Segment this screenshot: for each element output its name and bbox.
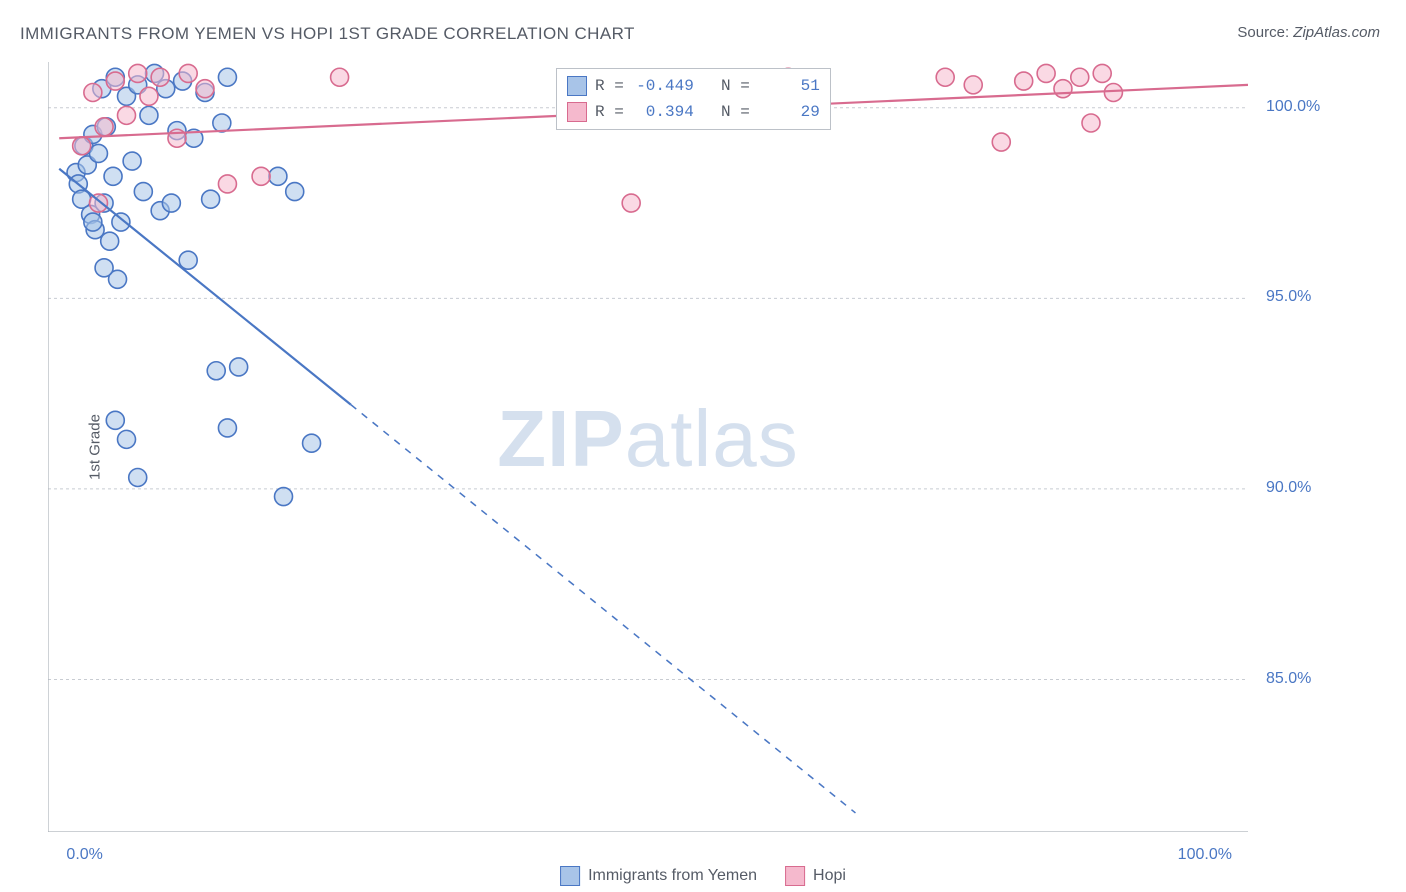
swatch-yemen [567, 76, 587, 96]
legend-item-yemen: Immigrants from Yemen [560, 866, 757, 886]
x-tick-label: 0.0% [66, 846, 102, 864]
legend-label-hopi: Hopi [813, 867, 846, 885]
legend-item-hopi: Hopi [785, 866, 846, 886]
swatch-yemen [560, 866, 580, 886]
stats-legend: R = -0.449 N = 51 R = 0.394 N = 29 [556, 68, 831, 130]
source-attribution: Source: ZipAtlas.com [1237, 24, 1380, 41]
n-value-hopi: 29 [758, 103, 820, 121]
source-value: ZipAtlas.com [1293, 24, 1380, 41]
n-label: N = [702, 103, 750, 121]
y-tick-label: 90.0% [1266, 479, 1311, 497]
plot-area: 1st Grade R = -0.449 N = 51 R = 0.394 N … [48, 62, 1248, 832]
source-label: Source: [1237, 24, 1293, 41]
r-value-yemen: -0.449 [632, 77, 694, 95]
chart-title: IMMIGRANTS FROM YEMEN VS HOPI 1ST GRADE … [20, 24, 635, 44]
stats-row-hopi: R = 0.394 N = 29 [567, 99, 820, 125]
swatch-hopi [567, 102, 587, 122]
y-tick-label: 100.0% [1266, 98, 1320, 116]
stats-row-yemen: R = -0.449 N = 51 [567, 73, 820, 99]
bottom-legend: Immigrants from Yemen Hopi [560, 866, 846, 886]
x-tick-label: 100.0% [1178, 846, 1232, 864]
y-tick-label: 85.0% [1266, 670, 1311, 688]
n-label: N = [702, 77, 750, 95]
r-label: R = [595, 103, 624, 121]
scatter-plot-svg [48, 62, 1248, 832]
y-tick-label: 95.0% [1266, 288, 1311, 306]
n-value-yemen: 51 [758, 77, 820, 95]
swatch-hopi [785, 866, 805, 886]
r-value-hopi: 0.394 [632, 103, 694, 121]
r-label: R = [595, 77, 624, 95]
legend-label-yemen: Immigrants from Yemen [588, 867, 757, 885]
